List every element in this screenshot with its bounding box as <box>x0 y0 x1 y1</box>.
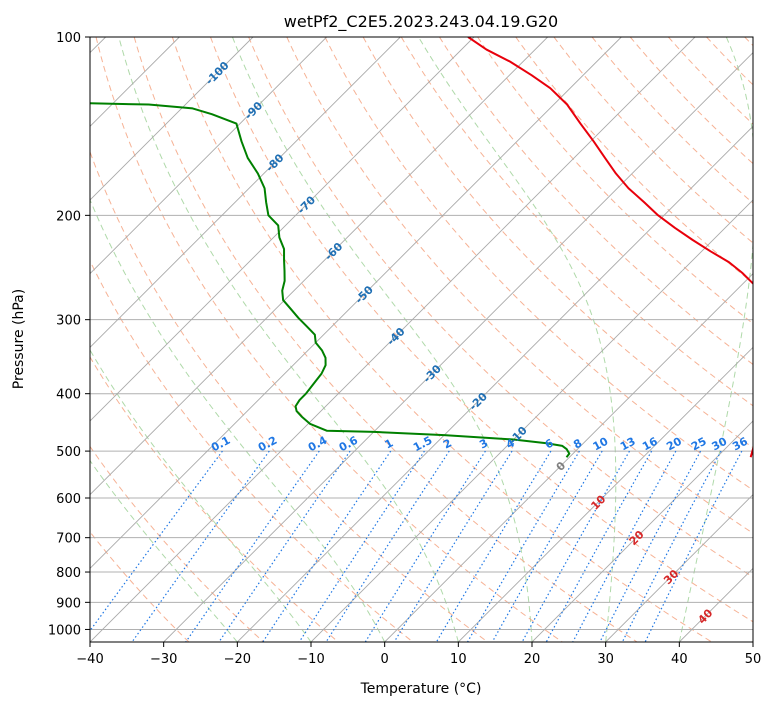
x-tick-label: 10 <box>450 652 467 667</box>
dry-adiabat-line <box>90 356 339 642</box>
x-tick-label: −40 <box>76 652 103 667</box>
y-tick-label: 300 <box>56 314 81 329</box>
moist-adiabat-line <box>678 37 753 642</box>
sounding-series <box>90 37 753 458</box>
x-axis-ticks: −40 −30 −20 −10 0 10 20 30 40 50 <box>76 642 761 667</box>
dry-adiabat-line <box>95 37 563 642</box>
mixing-ratio-label: 10 <box>591 435 611 454</box>
dry-adiabat-line <box>210 37 753 623</box>
isotherm-line <box>237 125 753 642</box>
mixing-ratio-line <box>185 450 320 642</box>
y-tick-label: 600 <box>56 492 81 507</box>
pressure-gridlines <box>90 37 753 630</box>
mixing-ratio-label: 25 <box>689 435 709 454</box>
chart-title: wetPf2_C2E5.2023.243.04.19.G20 <box>284 12 558 32</box>
isotherms <box>90 37 753 642</box>
y-axis-title: Pressure (hPa) <box>11 289 27 389</box>
isotherm-line <box>90 37 696 642</box>
dry-adiabat-line <box>248 37 753 578</box>
dry-adiabat-line <box>324 37 753 491</box>
mixing-ratio-line <box>491 450 603 642</box>
mixing-ratio-line <box>364 450 486 642</box>
x-tick-label: 0 <box>381 652 389 667</box>
plot-frame <box>89 36 754 643</box>
mixing-ratio-line <box>393 450 513 642</box>
x-tick-label: 40 <box>671 652 688 667</box>
mixing-ratio-label: 36 <box>730 435 750 454</box>
isotherm-line <box>90 37 254 201</box>
x-tick-label: −30 <box>150 652 177 667</box>
dry-adiabat-line <box>90 259 414 642</box>
moist-adiabat-line <box>231 37 533 642</box>
y-tick-label: 200 <box>56 209 81 224</box>
x-tick-label: 50 <box>745 652 762 667</box>
isotherm-line <box>90 37 327 275</box>
isotherm-line <box>605 494 753 642</box>
mixing-ratio-line <box>572 450 677 642</box>
dry-adiabat-line <box>591 37 753 204</box>
dry-adiabat-line <box>133 37 638 642</box>
x-axis-title: Temperature (°C) <box>360 681 482 697</box>
mixing-ratio-line <box>218 450 351 642</box>
mixing-ratio-label: 13 <box>618 435 638 454</box>
y-tick-label: 500 <box>56 445 81 460</box>
y-tick-label: 700 <box>56 532 81 547</box>
isotherm-line <box>163 52 753 642</box>
y-tick-label: 1000 <box>48 623 81 638</box>
dry-adiabat-line <box>171 37 712 642</box>
mixing-ratio-label: 16 <box>640 435 660 454</box>
x-tick-label: −20 <box>224 652 251 667</box>
dewpoint-profile-line <box>90 102 571 458</box>
temperature-profile-line <box>467 37 753 458</box>
moist-adiabat-line <box>418 37 617 642</box>
y-tick-label: 900 <box>56 596 81 611</box>
dry-adiabat-line <box>400 37 753 407</box>
mixing-ratio-line <box>131 450 270 642</box>
mixing-ratio-line <box>466 450 580 642</box>
y-tick-label: 100 <box>56 31 81 46</box>
moist-adiabat-line <box>90 459 238 642</box>
y-axis-ticks: 100 200 300 400 500 600 700 800 900 1000 <box>48 31 90 638</box>
isotherm-line <box>90 37 622 569</box>
isotherm-line <box>310 199 753 642</box>
mixing-ratio-line <box>621 450 722 642</box>
x-tick-label: −10 <box>297 652 324 667</box>
mixing-ratio-lines <box>90 450 743 642</box>
dry-adiabat-line <box>90 445 264 642</box>
dry-adiabat-line <box>553 37 753 244</box>
mixing-ratio-label: 30 <box>710 435 730 454</box>
isotherm-line <box>90 37 401 348</box>
mixing-ratio-line <box>435 450 552 642</box>
dry-adiabat-line <box>439 37 753 366</box>
moist-adiabat-line <box>90 198 386 642</box>
x-tick-label: 30 <box>597 652 614 667</box>
isotherm-line <box>90 37 548 496</box>
mixing-ratio-line <box>521 450 631 642</box>
mixing-ratio-line <box>599 450 702 642</box>
mixing-ratio-label: 20 <box>664 435 684 454</box>
mixing-ratio-line <box>545 450 653 642</box>
isotherm-line <box>384 273 753 642</box>
y-tick-label: 400 <box>56 388 81 403</box>
dry-adiabat-line <box>286 37 753 534</box>
x-tick-label: 20 <box>524 652 541 667</box>
isotherm-line <box>531 420 753 642</box>
isotherm-line <box>90 37 475 422</box>
y-tick-label: 800 <box>56 566 81 581</box>
isotherm-line <box>458 346 753 642</box>
plot-area <box>90 37 753 642</box>
